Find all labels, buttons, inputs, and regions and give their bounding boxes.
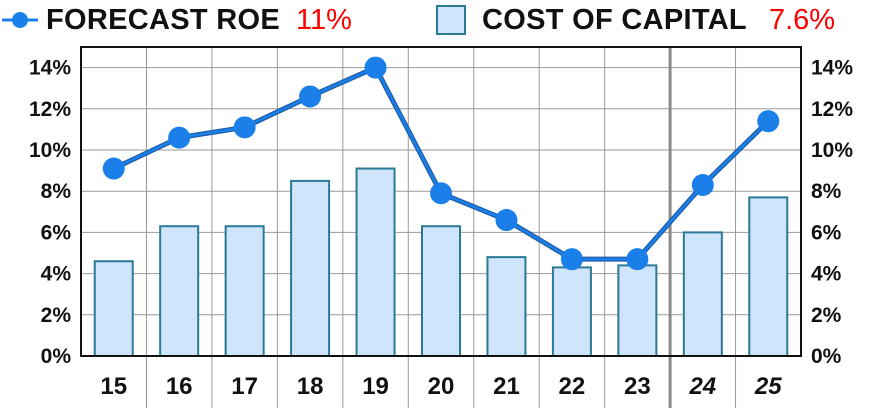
x-tick-label: 18 [297, 373, 324, 400]
bar-cost-of-capital [486, 256, 527, 357]
x-tick-label: 25 [754, 373, 782, 400]
point-forecast-roe [757, 110, 780, 133]
bar-cost-of-capital [617, 264, 658, 357]
bar-cost-of-capital [290, 179, 331, 357]
x-tick-label: 15 [100, 373, 127, 400]
bar-swatch-icon [436, 5, 466, 35]
line-marker-icon [2, 12, 38, 28]
y-tick-label-right: 2% [811, 304, 842, 327]
y-tick-label-right: 14% [811, 57, 853, 80]
x-tick-label: 24 [688, 373, 716, 400]
legend-value-forecast-roe: 11% [296, 3, 352, 36]
point-forecast-roe [430, 182, 452, 205]
bar-cost-of-capital [224, 225, 265, 357]
y-tick-label-left: 10% [29, 139, 71, 162]
x-tick-label: 20 [428, 373, 455, 400]
legend-label-forecast-roe: FORECAST ROE [46, 3, 280, 36]
bar-cost-of-capital [93, 260, 134, 357]
point-forecast-roe [233, 116, 256, 139]
point-forecast-roe [168, 126, 191, 149]
x-tick-label: 23 [624, 373, 651, 400]
x-tick-label: 22 [559, 373, 586, 400]
point-forecast-roe [691, 174, 714, 197]
y-tick-label-right: 12% [811, 98, 853, 121]
y-tick-label-right: 4% [811, 263, 842, 286]
legend-item-forecast-roe: FORECAST ROE 11% [0, 2, 352, 38]
legend-item-cost-of-capital: COST OF CAPITAL 7.6% [434, 2, 835, 38]
bar-cost-of-capital [748, 196, 789, 357]
y-tick-label-right: 0% [811, 345, 842, 368]
x-tick-label: 19 [362, 373, 389, 400]
x-tick-label: 16 [166, 373, 193, 400]
y-tick-label-right: 6% [811, 221, 842, 244]
bar-cost-of-capital [421, 225, 461, 357]
x-tick-label: 17 [231, 373, 258, 400]
point-forecast-roe [102, 157, 125, 180]
y-tick-label-left: 14% [29, 57, 71, 80]
y-tick-label-left: 6% [41, 221, 72, 244]
point-forecast-roe [364, 56, 387, 79]
chart-legend: FORECAST ROE 11% COST OF CAPITAL 7.6% [0, 0, 872, 40]
y-tick-label-right: 10% [811, 139, 853, 162]
x-tick-label: 21 [493, 373, 520, 400]
bar-cost-of-capital [551, 266, 592, 358]
point-forecast-roe [626, 248, 649, 271]
y-tick-label-left: 8% [41, 180, 72, 203]
plot-frame [80, 46, 802, 357]
y-tick-label-right: 8% [811, 180, 842, 203]
bar-cost-of-capital [355, 167, 396, 357]
point-forecast-roe [495, 209, 518, 232]
y-tick-label-left: 12% [29, 98, 71, 121]
legend-value-cost-of-capital: 7.6% [768, 3, 836, 36]
y-tick-label-left: 4% [41, 263, 72, 286]
legend-label-cost-of-capital: COST OF CAPITAL [482, 3, 747, 36]
point-forecast-roe [560, 248, 583, 271]
bar-cost-of-capital [682, 231, 723, 357]
y-tick-label-left: 2% [41, 304, 72, 327]
point-forecast-roe [299, 85, 322, 108]
bar-cost-of-capital [159, 225, 200, 357]
y-tick-label-left: 0% [41, 345, 72, 368]
